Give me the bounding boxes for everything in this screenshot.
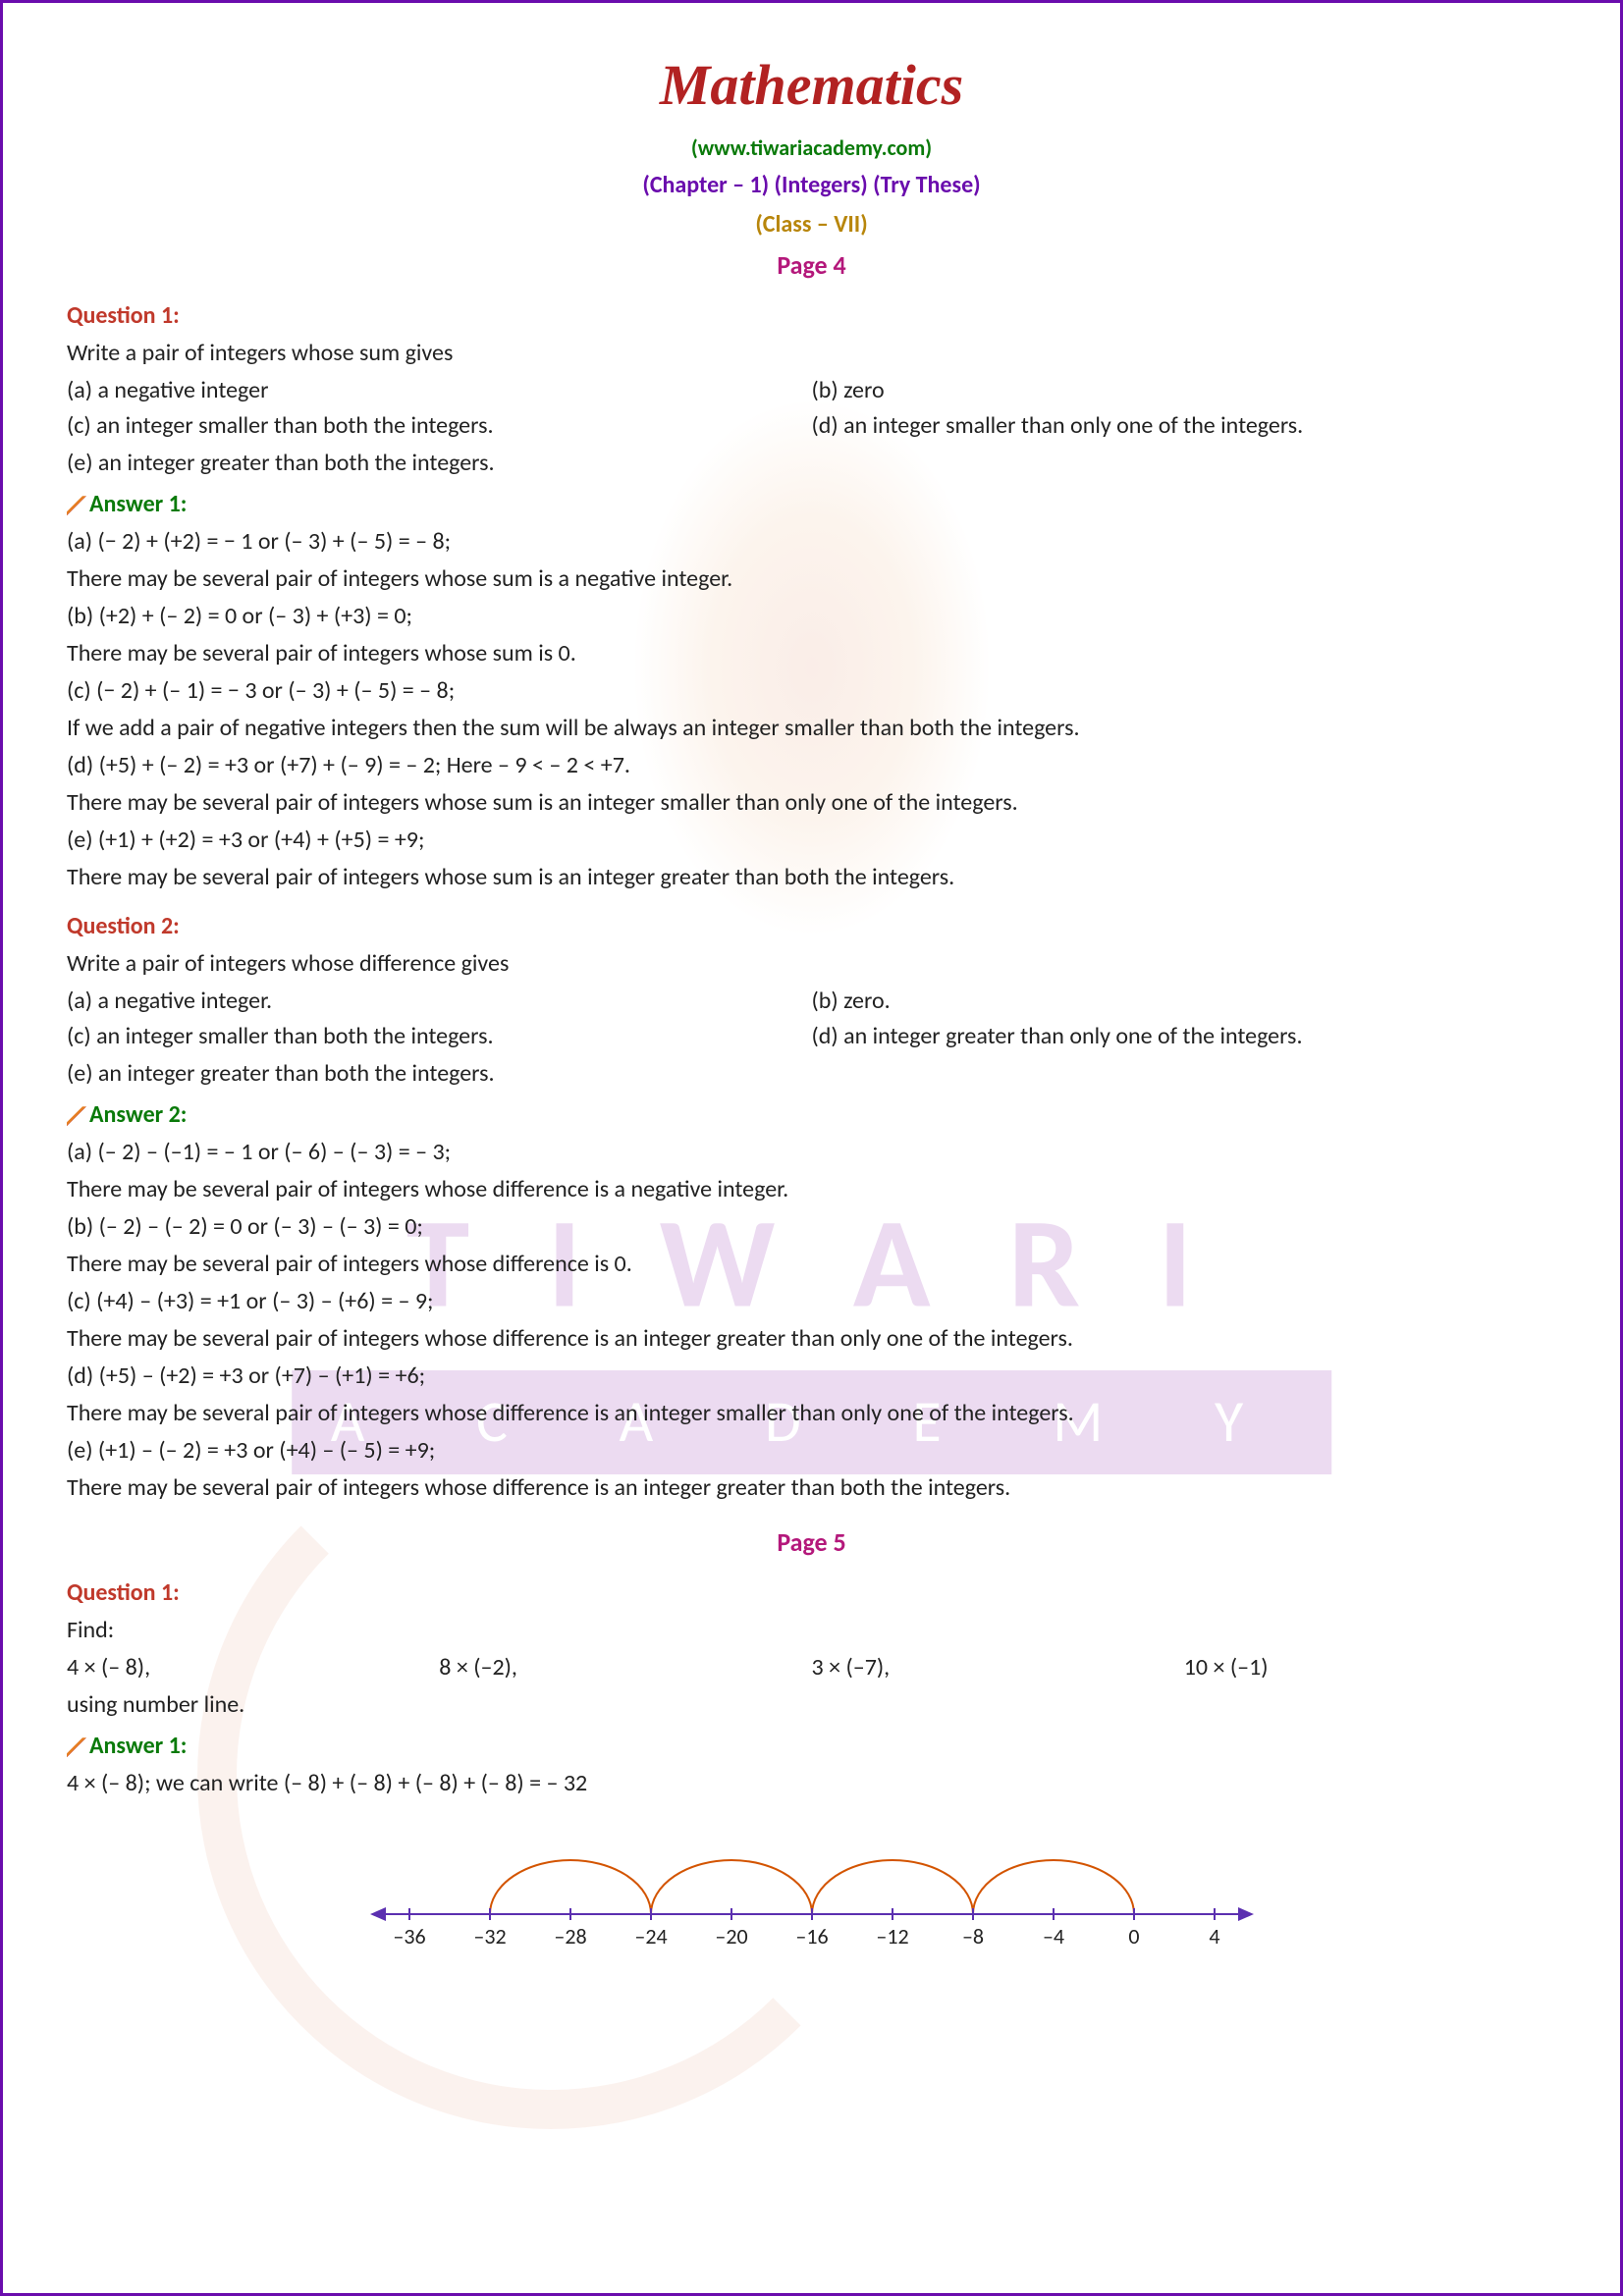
a3-line: 4 × (– 8); we can write (– 8) + (– 8) + …	[67, 1766, 1556, 1801]
q3-p2: 8 × (–2),	[439, 1650, 811, 1685]
question-1-label: Question 1:	[67, 298, 1556, 334]
document-page: T I W A R I A C A D E M Y Mathematics (w…	[0, 0, 1623, 2296]
q3-p3: 3 × (–7),	[812, 1650, 1184, 1685]
svg-text:–24: –24	[634, 1923, 667, 1949]
a2-e: (e) (+1) – (– 2) = +3 or (+4) – (– 5) = …	[67, 1433, 1556, 1468]
pen-icon	[67, 1106, 86, 1126]
svg-text:–12: –12	[876, 1923, 908, 1949]
a2-d2: There may be several pair of integers wh…	[67, 1396, 1556, 1431]
question-2-options-row2: (c) an integer smaller than both the int…	[67, 1019, 1556, 1054]
question-3-products: 4 × (– 8), 8 × (–2), 3 × (–7), 10 × (–1)	[67, 1650, 1556, 1685]
a2-a: (a) (– 2) – (–1) = – 1 or (– 6) – (– 3) …	[67, 1135, 1556, 1170]
q2-opt-d: (d) an integer greater than only one of …	[812, 1019, 1557, 1054]
q2-opt-c: (c) an integer smaller than both the int…	[67, 1019, 812, 1054]
question-3-label: Question 1:	[67, 1575, 1556, 1611]
svg-text:–20: –20	[715, 1923, 747, 1949]
answer-3-label-text: Answer 1:	[89, 1732, 187, 1760]
q1-opt-b: (b) zero	[812, 373, 1557, 408]
question-2-prompt: Write a pair of integers whose differenc…	[67, 946, 1556, 982]
answer-1-label-text: Answer 1:	[89, 490, 187, 518]
answer-1-label: Answer 1:	[67, 487, 1556, 522]
question-3-prompt: Find:	[67, 1613, 1556, 1648]
a2-b2: There may be several pair of integers wh…	[67, 1247, 1556, 1282]
q1-opt-a: (a) a negative integer	[67, 373, 812, 408]
page-title: Mathematics	[67, 42, 1556, 128]
page-header: Mathematics (www.tiwariacademy.com) (Cha…	[67, 42, 1556, 285]
q2-opt-a: (a) a negative integer.	[67, 984, 812, 1019]
q2-opt-e: (e) an integer greater than both the int…	[67, 1056, 1556, 1092]
svg-text:–36: –36	[393, 1923, 425, 1949]
question-1-prompt: Write a pair of integers whose sum gives	[67, 336, 1556, 371]
question-1-options-row2: (c) an integer smaller than both the int…	[67, 408, 1556, 444]
pen-icon	[67, 496, 86, 515]
q3-p4: 10 × (–1)	[1184, 1650, 1556, 1685]
q1-opt-d: (d) an integer smaller than only one of …	[812, 408, 1557, 444]
a1-d: (d) (+5) + (– 2) = +3 or (+7) + (– 9) = …	[67, 748, 1556, 783]
a2-b: (b) (– 2) – (– 2) = 0 or (– 3) – (– 3) =…	[67, 1209, 1556, 1245]
q1-opt-c: (c) an integer smaller than both the int…	[67, 408, 812, 444]
a2-d: (d) (+5) – (+2) = +3 or (+7) – (+1) = +6…	[67, 1359, 1556, 1394]
svg-text:–4: –4	[1042, 1923, 1063, 1949]
a1-e: (e) (+1) + (+2) = +3 or (+4) + (+5) = +9…	[67, 823, 1556, 858]
a1-c2: If we add a pair of negative integers th…	[67, 711, 1556, 746]
svg-text:–16: –16	[795, 1923, 828, 1949]
a1-a2: There may be several pair of integers wh…	[67, 561, 1556, 597]
number-line-diagram: –36 –32 –28 –24 –20 –16 –12 –8 –4 0 4	[370, 1821, 1254, 1958]
a1-b: (b) (+2) + (– 2) = 0 or (– 3) + (+3) = 0…	[67, 599, 1556, 634]
page-number-4: Page 4	[67, 246, 1556, 285]
page-number-5: Page 5	[67, 1523, 1556, 1562]
answer-2-label-text: Answer 2:	[89, 1100, 187, 1129]
svg-text:–32: –32	[473, 1923, 506, 1949]
question-2-label: Question 2:	[67, 909, 1556, 944]
number-line-container: –36 –32 –28 –24 –20 –16 –12 –8 –4 0 4	[67, 1821, 1556, 1969]
chapter-line: (Chapter – 1) (Integers) (Try These)	[67, 168, 1556, 203]
a2-e2: There may be several pair of integers wh…	[67, 1470, 1556, 1506]
a1-a: (a) (− 2) + (+2) = − 1 or (– 3) + (– 5) …	[67, 524, 1556, 560]
question-1-options-row1: (a) a negative integer (b) zero	[67, 373, 1556, 408]
a1-e2: There may be several pair of integers wh…	[67, 860, 1556, 895]
a2-c2: There may be several pair of integers wh…	[67, 1321, 1556, 1357]
a1-b2: There may be several pair of integers wh…	[67, 636, 1556, 671]
a2-c: (c) (+4) – (+3) = +1 or (– 3) – (+6) = –…	[67, 1284, 1556, 1319]
q3-using: using number line.	[67, 1687, 1556, 1723]
pen-icon	[67, 1737, 86, 1757]
q1-opt-e: (e) an integer greater than both the int…	[67, 446, 1556, 481]
svg-text:–28: –28	[554, 1923, 586, 1949]
svg-text:4: 4	[1209, 1923, 1219, 1949]
svg-text:–8: –8	[961, 1923, 983, 1949]
svg-text:0: 0	[1128, 1923, 1139, 1949]
answer-2-label: Answer 2:	[67, 1097, 1556, 1133]
a1-d2: There may be several pair of integers wh…	[67, 785, 1556, 821]
q3-p1: 4 × (– 8),	[67, 1650, 439, 1685]
answer-3-label: Answer 1:	[67, 1729, 1556, 1764]
a1-c: (c) (− 2) + (– 1) = − 3 or (– 3) + (– 5)…	[67, 673, 1556, 709]
website-link: (www.tiwariacademy.com)	[67, 132, 1556, 164]
a2-a2: There may be several pair of integers wh…	[67, 1172, 1556, 1207]
q2-opt-b: (b) zero.	[812, 984, 1557, 1019]
question-2-options-row1: (a) a negative integer. (b) zero.	[67, 984, 1556, 1019]
body-content: Question 1: Write a pair of integers who…	[67, 298, 1556, 1969]
class-line: (Class – VII)	[67, 207, 1556, 242]
